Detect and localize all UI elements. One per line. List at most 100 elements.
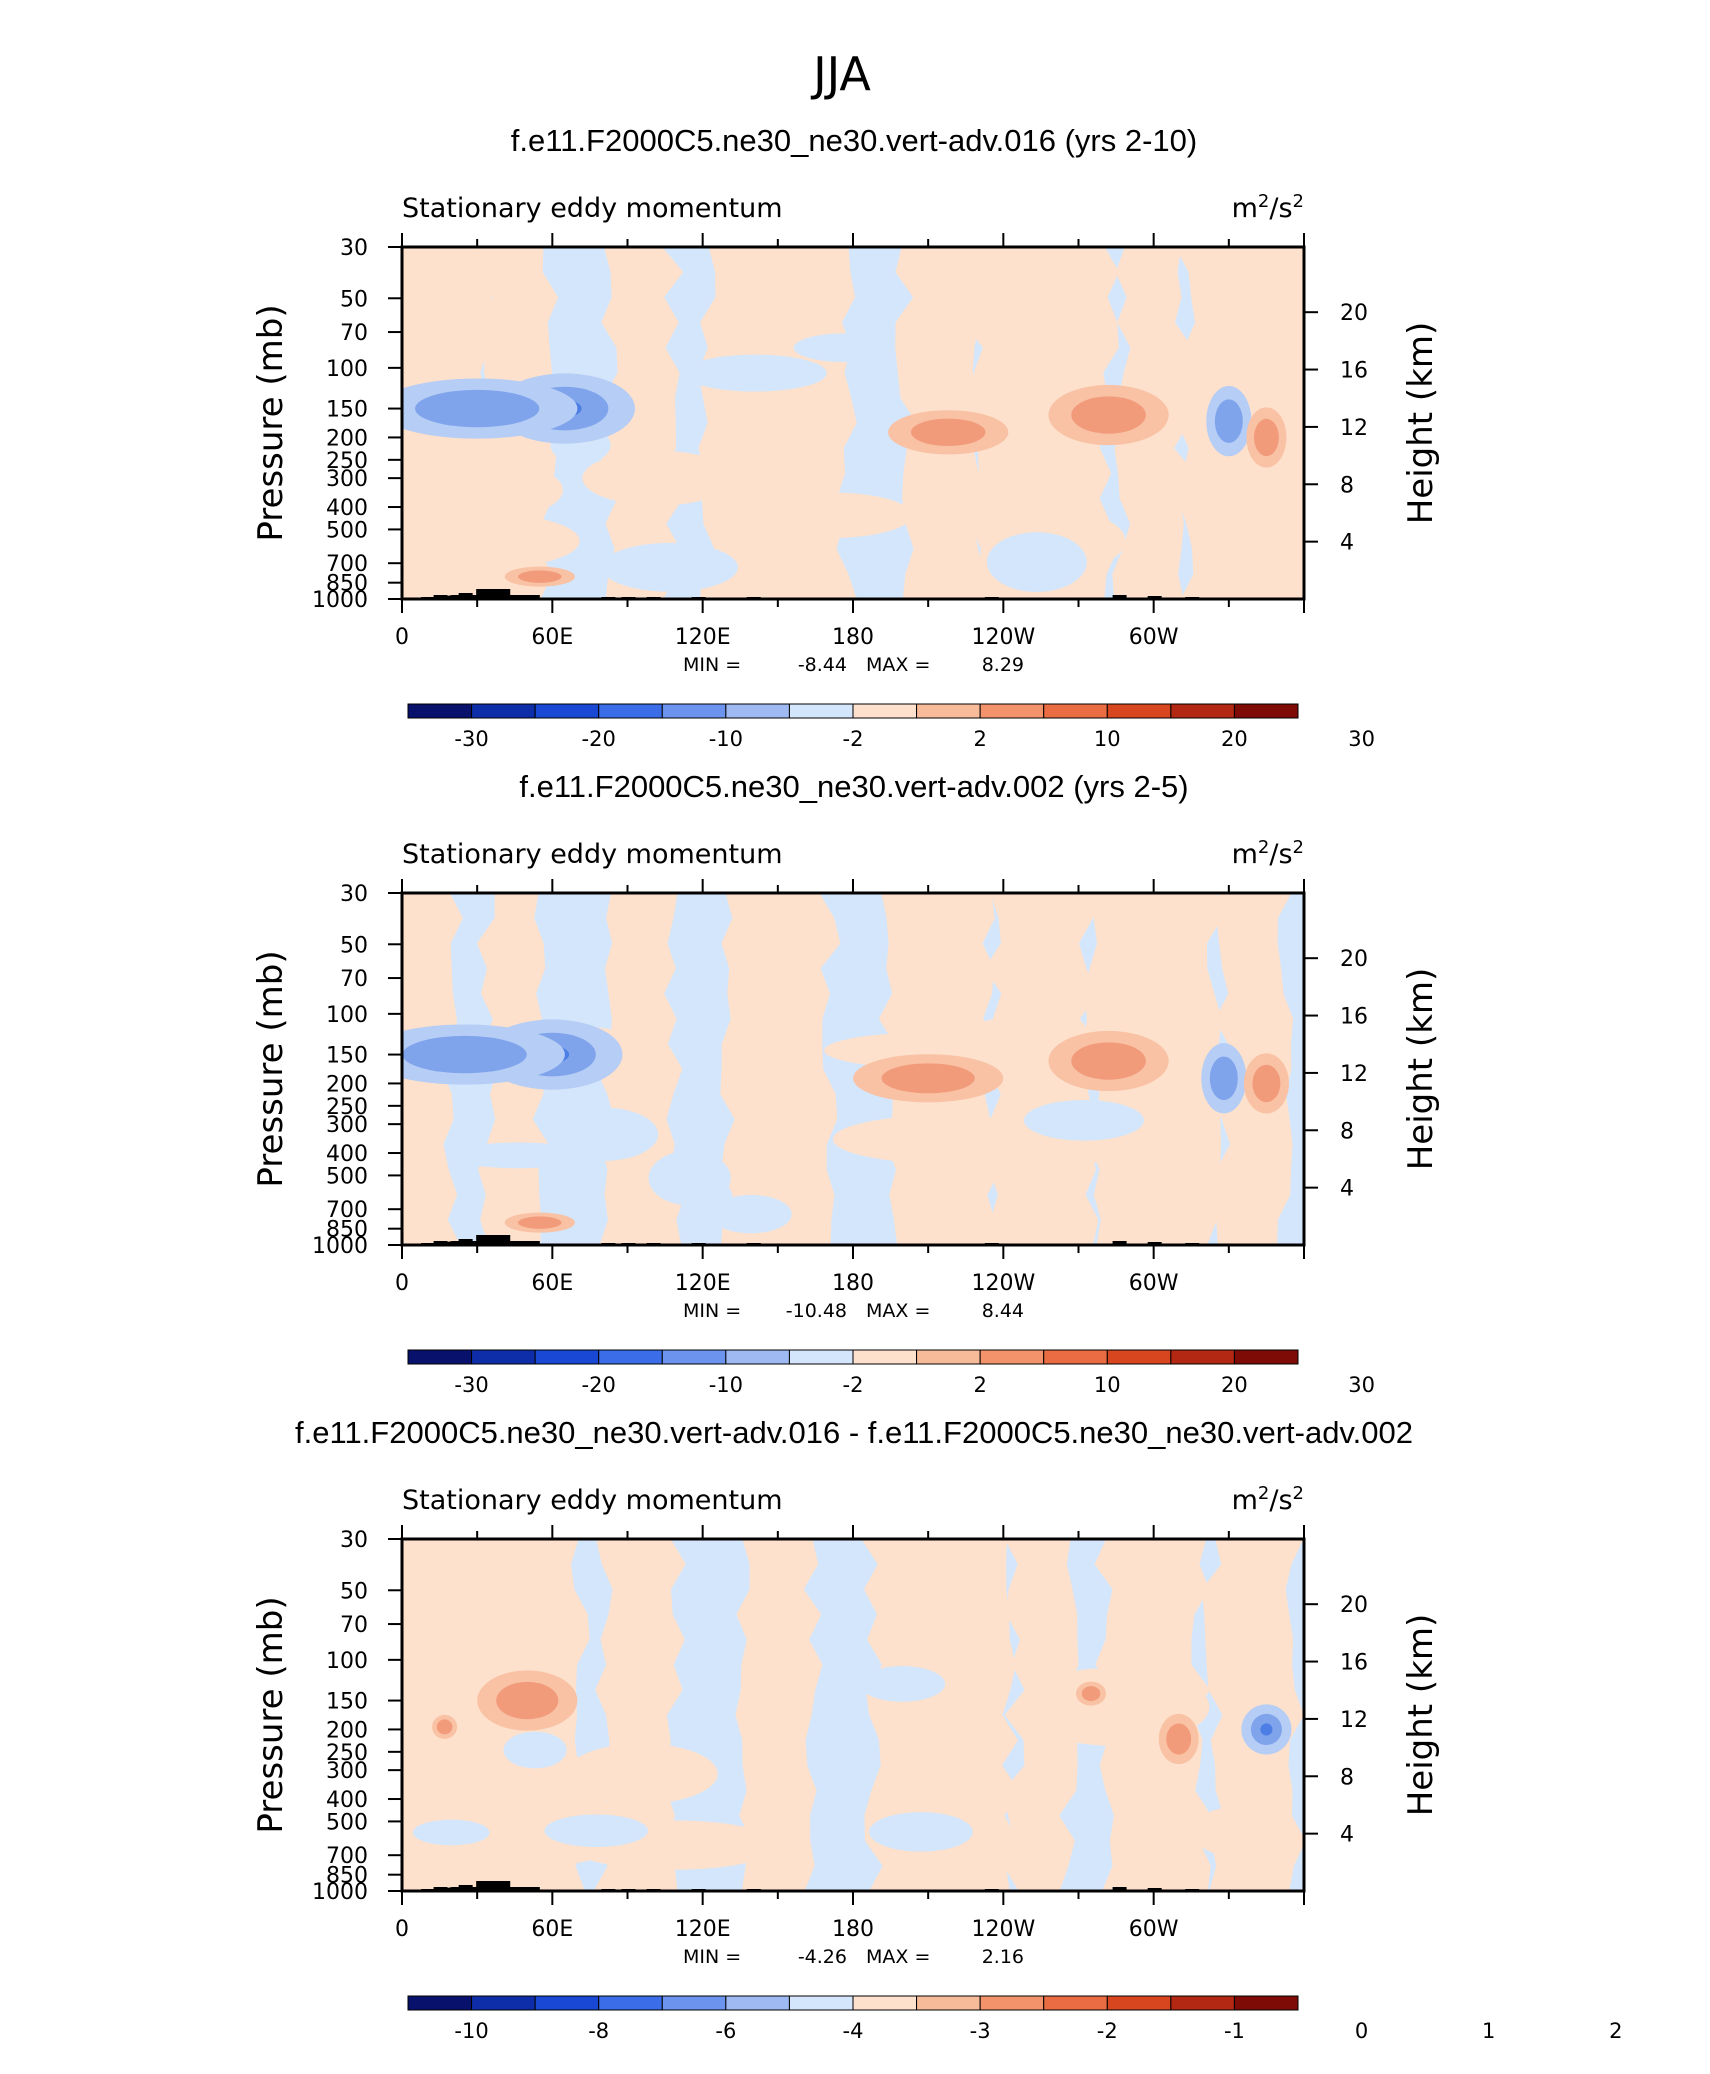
- colorbar-swatch: [1233, 1349, 1299, 1365]
- panel-3: f.e11.F2000C5.ne30_ne30.vert-adv.016 - f…: [251, 1415, 1623, 2043]
- y-tick-label: 50: [340, 933, 368, 958]
- panel-units: m2/s2: [1232, 1483, 1304, 1516]
- negative-anomaly: [1209, 1056, 1238, 1101]
- y-tick-label: 100: [326, 357, 368, 382]
- colorbar-label: -8: [588, 2019, 609, 2043]
- field-patch: [582, 450, 734, 506]
- min-value: -10.48: [786, 1300, 847, 1322]
- y-right-tick-label: 20: [1340, 947, 1368, 972]
- y-right-tick-label: 16: [1340, 359, 1368, 384]
- field-patch: [1192, 1806, 1280, 1857]
- field-patch: [503, 1731, 567, 1769]
- positive-anomaly: [531, 574, 549, 580]
- field-patch: [832, 1115, 1053, 1164]
- colorbar-swatch: [661, 1995, 727, 2011]
- colorbar-swatch: [407, 1349, 473, 1365]
- colorbar-swatch: [534, 703, 600, 719]
- colorbar-swatch: [916, 703, 981, 719]
- colorbar-label: -6: [715, 2019, 736, 2043]
- colorbar-swatch: [1043, 1995, 1108, 2011]
- positive-anomaly: [436, 1719, 453, 1735]
- field-patch: [1016, 1667, 1210, 1746]
- y-tick-label: 1000: [312, 1880, 368, 1905]
- panel-left-string: Stationary eddy momentum: [402, 1485, 783, 1516]
- y-tick-label: 150: [326, 1690, 368, 1715]
- field-patch: [986, 532, 1087, 592]
- field-patch: [446, 1142, 591, 1169]
- x-tick-label: 120W: [971, 625, 1035, 650]
- positive-anomaly: [1166, 1723, 1192, 1755]
- colorbar-swatch: [852, 703, 918, 719]
- x-tick-label: 60W: [1129, 625, 1179, 650]
- panel-title: f.e11.F2000C5.ne30_ne30.vert-adv.016 - f…: [295, 1415, 1413, 1450]
- x-tick-label: 180: [832, 625, 874, 650]
- y-tick-label: 300: [326, 467, 368, 492]
- colorbar-label: 2: [1609, 2019, 1622, 2043]
- panel-units: m2/s2: [1232, 191, 1304, 224]
- y-tick-label: 850: [326, 1218, 368, 1243]
- colorbar-swatch: [1043, 703, 1108, 719]
- negative-anomaly: [415, 389, 540, 428]
- colorbar-swatch: [725, 1349, 790, 1365]
- field-patch: [565, 1743, 718, 1804]
- min-label: MIN =: [683, 654, 741, 676]
- x-tick-label: 0: [395, 1271, 409, 1296]
- y-tick-label: 400: [326, 1788, 368, 1813]
- colorbar-swatch: [788, 1349, 854, 1365]
- colorbar-label: -2: [843, 1373, 864, 1397]
- field-band: [735, 1539, 823, 1891]
- colorbar-swatch: [661, 1349, 727, 1365]
- y-tick-label: 50: [340, 287, 368, 312]
- y-right-axis-label: Height (km): [1401, 968, 1441, 1171]
- colorbar-swatch: [979, 703, 1045, 719]
- negative-anomaly: [1214, 399, 1243, 443]
- colorbar-label: -30: [454, 1373, 488, 1397]
- negative-anomaly: [1260, 1723, 1273, 1736]
- y-right-tick-label: 8: [1340, 1765, 1354, 1790]
- y-right-tick-label: 4: [1340, 1823, 1354, 1848]
- topography: [433, 595, 448, 599]
- season-title: JJA: [810, 47, 871, 101]
- colorbar-swatch: [1170, 703, 1235, 719]
- panel-left-string: Stationary eddy momentum: [402, 193, 783, 224]
- panel-left-string: Stationary eddy momentum: [402, 839, 783, 870]
- field-patch: [859, 1666, 946, 1702]
- y-tick-label: 100: [326, 1003, 368, 1028]
- topography: [432, 1235, 540, 1245]
- field-band: [962, 247, 1120, 599]
- colorbar-swatch: [725, 1995, 790, 2011]
- colorbar-swatch: [852, 1995, 918, 2011]
- y-tick-label: 700: [326, 1844, 368, 1869]
- y-right-tick-label: 20: [1340, 1593, 1368, 1618]
- y-tick-label: 200: [326, 426, 368, 451]
- y-tick-label: 300: [326, 1113, 368, 1138]
- y-tick-label: 400: [326, 1142, 368, 1167]
- colorbar-swatch: [852, 1349, 918, 1365]
- topography: [496, 1235, 511, 1245]
- colorbar-label: 10: [1094, 1373, 1121, 1397]
- colorbar-swatch: [1106, 1995, 1172, 2011]
- y-right-axis-label: Height (km): [1401, 1614, 1441, 1817]
- colorbar-swatch: [1106, 703, 1172, 719]
- max-value: 8.29: [982, 654, 1024, 676]
- y-right-tick-label: 12: [1340, 1708, 1368, 1733]
- x-tick-label: 120E: [675, 625, 731, 650]
- colorbar-swatch: [788, 703, 854, 719]
- y-tick-label: 400: [326, 496, 368, 521]
- colorbar-swatch: [1043, 1349, 1108, 1365]
- x-tick-label: 60W: [1129, 1271, 1179, 1296]
- field-patch: [544, 1814, 648, 1848]
- colorbar-swatch: [471, 1995, 536, 2011]
- y-tick-label: 1000: [312, 1234, 368, 1259]
- panel-1: f.e11.F2000C5.ne30_ne30.vert-adv.016 (yr…: [251, 123, 1441, 751]
- field-patch: [793, 333, 895, 363]
- colorbar-swatch: [725, 703, 790, 719]
- field-band: [720, 893, 841, 1245]
- y-tick-label: 850: [326, 572, 368, 597]
- colorbar-swatch: [407, 703, 473, 719]
- min-label: MIN =: [683, 1300, 741, 1322]
- topography: [496, 589, 511, 599]
- colorbar-swatch: [1106, 1349, 1172, 1365]
- colorbar-swatch: [1233, 703, 1299, 719]
